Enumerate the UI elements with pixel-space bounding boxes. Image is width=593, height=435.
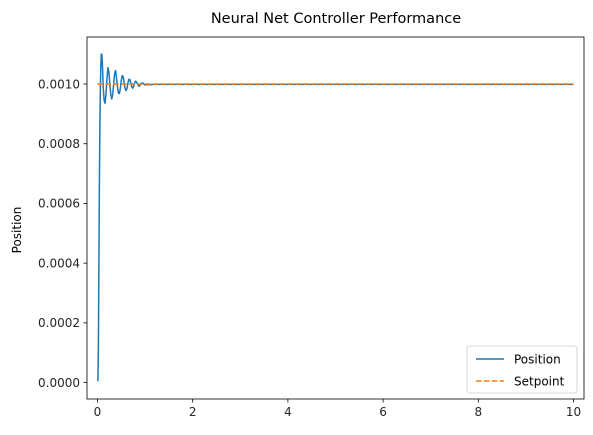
x-tick-label: 4 xyxy=(284,405,292,419)
axis-ticks: 0 2 4 6 8 10 0.0000 0.0002 0.0004 0.0006 0.0008 0.0… xyxy=(38,77,581,419)
x-tick-label: 2 xyxy=(189,405,197,419)
x-tick-label: 6 xyxy=(379,405,387,419)
legend-label-position: Position xyxy=(514,353,561,367)
plot-lines xyxy=(96,53,574,382)
y-axis-label: Position xyxy=(10,207,24,254)
y-tick-label: 0.0010 xyxy=(38,77,80,91)
x-tick-label: 0 xyxy=(94,405,102,419)
series-line-position xyxy=(96,53,574,382)
y-tick-label: 0.0002 xyxy=(38,316,80,330)
x-tick-label: 10 xyxy=(566,405,581,419)
x-tick-label: 8 xyxy=(474,405,482,419)
legend-label-setpoint: Setpoint xyxy=(514,375,565,389)
y-tick-label: 0.0006 xyxy=(38,197,80,211)
y-tick-label: 0.0008 xyxy=(38,137,80,151)
legend: Position Setpoint xyxy=(466,345,578,394)
y-tick-label: 0.0004 xyxy=(38,256,80,270)
chart-title: Neural Net Controller Performance xyxy=(211,11,461,27)
plot-frame xyxy=(86,36,585,400)
y-tick-label: 0.0000 xyxy=(38,376,80,390)
